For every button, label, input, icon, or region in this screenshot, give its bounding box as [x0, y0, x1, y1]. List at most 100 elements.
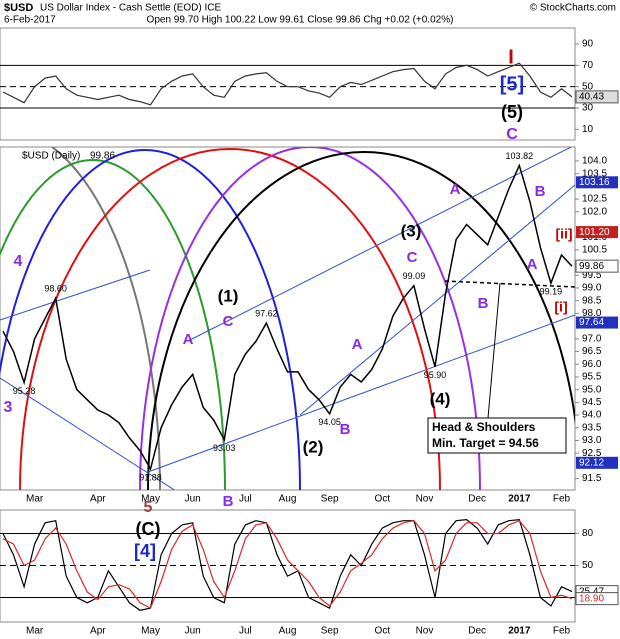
- annotation: A: [527, 256, 538, 273]
- y-tick-label: 93.5: [582, 422, 602, 433]
- decorations: [0, 147, 575, 490]
- stoch-panel: [0, 509, 576, 623]
- point-label: 95.28: [13, 386, 36, 396]
- y-tick-label: 94.5: [582, 397, 602, 408]
- y-tick-label: 95.0: [582, 384, 602, 395]
- value-box: [575, 90, 619, 104]
- cycle-arc: [139, 147, 481, 490]
- x-tick-label: May: [141, 626, 160, 637]
- annotation: [5]: [500, 73, 524, 95]
- y-tick-label: 96.0: [582, 359, 602, 370]
- annotation: C: [506, 126, 518, 143]
- y-tick-label: 50: [582, 81, 594, 92]
- x-tick-label: Oct: [375, 626, 391, 637]
- value-box: [575, 259, 619, 273]
- annotation: Min. Target = 94.56: [432, 436, 539, 450]
- cycle-arc: [0, 149, 301, 490]
- y-tick-label: 93.0: [582, 435, 602, 446]
- point-label: 93.03: [213, 443, 236, 453]
- trendline: [147, 314, 575, 473]
- y-tick-label: 102.5: [582, 194, 607, 205]
- instrument-name: US Dollar Index - Cash Settle (EOD) ICE: [40, 3, 221, 14]
- y-tick-label: 94.0: [582, 410, 602, 421]
- legend-value: 99.86: [90, 151, 115, 162]
- annotation: 3: [4, 399, 13, 416]
- x-tick-label: Mar: [26, 626, 44, 637]
- point-label: 99.09: [403, 271, 426, 281]
- x-tick-label: Mar: [26, 494, 44, 505]
- y-tick-label: 70: [582, 60, 594, 71]
- annotation: 5: [144, 499, 153, 516]
- y-tick-label: 100.5: [582, 245, 607, 256]
- y-tick-label: 10: [582, 124, 594, 135]
- y-tick-label: 99.0: [582, 283, 602, 294]
- annotation: C: [223, 313, 234, 330]
- trendline: [0, 269, 151, 321]
- x-tick-label: Jul: [239, 626, 252, 637]
- value-box: [576, 226, 618, 239]
- cycle-arc: [19, 148, 441, 490]
- series-line: [2, 163, 573, 471]
- x-tick-label: Oct: [375, 494, 391, 505]
- annotation: (1): [218, 286, 239, 305]
- y-tick-label: 97.0: [582, 333, 602, 344]
- trendline: [0, 377, 176, 490]
- annotation: (3): [401, 221, 422, 240]
- y-tick-label: 50: [582, 560, 594, 571]
- annotation: A: [450, 181, 461, 198]
- value-label: 101.20: [579, 227, 610, 238]
- cycle-arc: [0, 159, 226, 490]
- value-box: [575, 592, 619, 606]
- cycle-arc: [50, 147, 161, 490]
- series-line: [2, 519, 573, 609]
- series-line: [2, 62, 573, 106]
- y-tick-label: 98.5: [582, 295, 602, 306]
- value-label: 40.43: [579, 92, 604, 103]
- target-pointer: [487, 282, 501, 419]
- trendline: [299, 184, 575, 416]
- y-tick-label: 103.5: [582, 168, 607, 179]
- y-tick-label: 30: [582, 103, 594, 114]
- x-tick-label: Feb: [553, 494, 571, 505]
- annotation: C: [407, 249, 418, 266]
- target-box: [427, 417, 567, 454]
- annotation: (4): [430, 389, 451, 408]
- annotation: 4: [14, 253, 23, 270]
- y-tick-label: 91.5: [582, 473, 602, 484]
- x-tick-label: Sep: [321, 494, 339, 505]
- value-label: 92.12: [579, 457, 604, 468]
- x-tick-label: Jul: [239, 494, 252, 505]
- point-label: 99.19: [540, 287, 563, 297]
- value-label: 97.64: [579, 317, 604, 328]
- x-tick-label: 2017: [508, 494, 531, 505]
- point-label: 98.60: [44, 284, 67, 294]
- annotation: (5): [501, 102, 523, 122]
- y-tick-label: 80: [582, 528, 594, 539]
- point-label: 91.88: [139, 472, 162, 482]
- x-tick-label: 2017: [508, 626, 531, 637]
- x-tick-label: Dec: [468, 626, 486, 637]
- point-label: 97.62: [255, 308, 278, 318]
- value-label: 99.86: [579, 261, 604, 272]
- point-label: 95.90: [424, 370, 447, 380]
- x-tick-label: Jun: [185, 494, 201, 505]
- legend-label: $USD (Daily): [22, 151, 80, 162]
- y-tick-label: 90: [582, 39, 594, 50]
- annotation: B: [478, 295, 489, 312]
- point-label: 94.05: [318, 417, 341, 427]
- x-tick-label: Nov: [416, 626, 434, 637]
- annotation: Head & Shoulders: [432, 420, 536, 434]
- point-label: 103.82: [506, 151, 534, 161]
- annotation: A: [183, 331, 194, 348]
- y-tick-label: 104.0: [582, 156, 607, 167]
- cycle-arc: [147, 151, 575, 490]
- annotation: [i]: [554, 299, 567, 315]
- quote: Open 99.70 High 100.22 Low 99.61 Close 9…: [147, 15, 454, 26]
- rsi-panel: [0, 27, 576, 141]
- y-tick-label: 95.5: [582, 372, 602, 383]
- x-tick-label: Nov: [416, 494, 434, 505]
- x-tick-label: Jun: [185, 626, 201, 637]
- x-tick-label: Feb: [553, 626, 571, 637]
